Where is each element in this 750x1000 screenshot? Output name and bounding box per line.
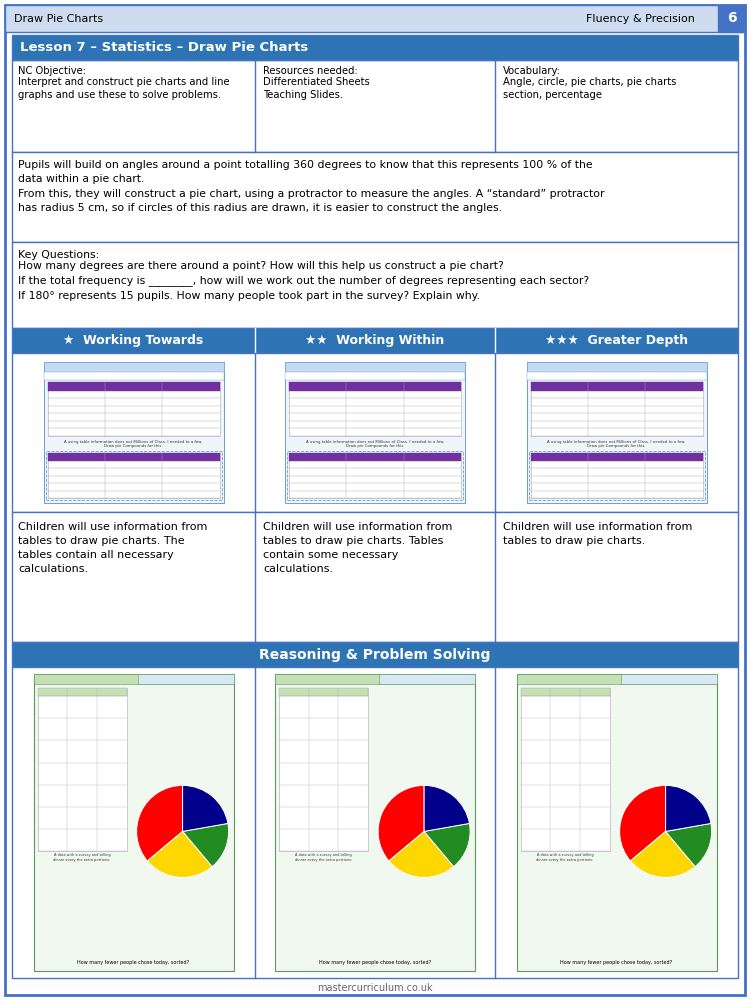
Bar — [289, 382, 461, 436]
Text: Children will use information from
tables to draw pie charts.: Children will use information from table… — [503, 522, 692, 546]
Text: 6: 6 — [727, 11, 736, 25]
Wedge shape — [665, 823, 712, 867]
Bar — [285, 362, 465, 372]
Bar — [520, 688, 610, 696]
Bar — [526, 372, 706, 380]
Text: A using table information does not Millions of Class. I needed to a few.
Draw pi: A using table information does not Milli… — [64, 440, 203, 448]
Text: Differentiated Sheets
Teaching Slides.: Differentiated Sheets Teaching Slides. — [263, 77, 370, 100]
Text: Draw Pie Charts: Draw Pie Charts — [14, 13, 103, 23]
Bar — [285, 362, 465, 503]
Bar — [275, 674, 475, 684]
Text: Reasoning & Problem Solving: Reasoning & Problem Solving — [260, 648, 490, 662]
Wedge shape — [148, 831, 212, 877]
Wedge shape — [424, 785, 470, 831]
Text: ★  Working Towards: ★ Working Towards — [63, 334, 203, 347]
Bar — [12, 152, 738, 242]
Bar — [289, 453, 461, 498]
Text: Children will use information from
tables to draw pie charts. The
tables contain: Children will use information from table… — [18, 522, 207, 574]
Wedge shape — [182, 823, 229, 867]
Wedge shape — [665, 785, 711, 831]
Text: Interpret and construct pie charts and line
graphs and use these to solve proble: Interpret and construct pie charts and l… — [18, 77, 229, 100]
Bar — [47, 382, 220, 391]
Bar — [44, 372, 224, 380]
Bar — [279, 688, 368, 851]
Text: A data with a survey and telling
dinner every the extra portions:: A data with a survey and telling dinner … — [536, 853, 593, 862]
Bar — [47, 453, 220, 461]
Text: Lesson 7 – Statistics – Draw Pie Charts: Lesson 7 – Statistics – Draw Pie Charts — [20, 41, 308, 54]
Text: Angle, circle, pie charts, pie charts
section, percentage: Angle, circle, pie charts, pie charts se… — [503, 77, 676, 100]
Bar — [517, 674, 716, 684]
Bar — [44, 362, 224, 372]
Bar — [5, 5, 745, 32]
Text: ★★  Working Within: ★★ Working Within — [305, 334, 445, 347]
Bar — [530, 453, 703, 498]
Text: Fluency & Precision: Fluency & Precision — [586, 13, 695, 23]
Bar — [34, 674, 233, 971]
Text: Children will use information from
tables to draw pie charts. Tables
contain som: Children will use information from table… — [263, 522, 452, 574]
Text: How many fewer people chose today, sorted?: How many fewer people chose today, sorte… — [319, 960, 431, 965]
Bar — [38, 688, 127, 851]
Bar — [289, 453, 461, 461]
Bar — [530, 382, 703, 391]
Bar — [275, 674, 475, 971]
Bar — [12, 242, 738, 328]
Wedge shape — [389, 831, 454, 877]
Text: ★★★  Greater Depth: ★★★ Greater Depth — [545, 334, 688, 347]
Wedge shape — [378, 785, 424, 861]
Bar — [718, 5, 745, 32]
Text: A data with a survey and telling
dinner every the extra portions:: A data with a survey and telling dinner … — [295, 853, 352, 862]
Bar — [520, 688, 610, 851]
Bar — [620, 674, 716, 684]
Text: How many fewer people chose today, sorted?: How many fewer people chose today, sorte… — [560, 960, 673, 965]
Bar — [530, 382, 703, 436]
Text: mastercurriculum.co.uk: mastercurriculum.co.uk — [317, 983, 433, 993]
Text: How many degrees are there around a point? How will this help us construct a pie: How many degrees are there around a poin… — [18, 261, 590, 301]
Wedge shape — [631, 831, 695, 877]
Bar — [38, 688, 127, 696]
Bar — [12, 667, 738, 978]
Bar — [47, 382, 220, 436]
Wedge shape — [182, 785, 228, 831]
Bar — [12, 353, 738, 512]
Text: Key Questions:: Key Questions: — [18, 250, 99, 260]
Text: NC Objective:: NC Objective: — [18, 66, 86, 76]
Bar — [12, 35, 738, 60]
Bar — [289, 382, 461, 391]
Text: How many fewer people chose today, sorted?: How many fewer people chose today, sorte… — [77, 960, 190, 965]
Bar — [12, 512, 738, 642]
Bar — [517, 674, 716, 971]
Text: A using table information does not Millions of Class. I needed to a few.
Draw pi: A using table information does not Milli… — [548, 440, 686, 448]
Wedge shape — [620, 785, 665, 861]
Bar — [47, 453, 220, 498]
Bar — [279, 688, 368, 696]
Bar — [12, 35, 738, 60]
Bar — [12, 328, 738, 353]
Bar — [137, 674, 233, 684]
Bar — [12, 642, 738, 667]
Wedge shape — [136, 785, 182, 861]
Text: A using table information does not Millions of Class. I needed to a few.
Draw pi: A using table information does not Milli… — [306, 440, 444, 448]
Bar — [526, 362, 706, 503]
Bar — [285, 372, 465, 380]
Bar — [526, 362, 706, 372]
Wedge shape — [424, 823, 470, 867]
Bar — [12, 60, 738, 152]
Bar — [379, 674, 475, 684]
Text: Vocabulary:: Vocabulary: — [503, 66, 561, 76]
Text: A data with a survey and telling
dinner every the extra portions:: A data with a survey and telling dinner … — [53, 853, 110, 862]
Text: Resources needed:: Resources needed: — [263, 66, 358, 76]
Text: Pupils will build on angles around a point totalling 360 degrees to know that th: Pupils will build on angles around a poi… — [18, 160, 604, 213]
Bar — [530, 453, 703, 461]
Bar — [34, 674, 233, 684]
Bar — [44, 362, 224, 503]
